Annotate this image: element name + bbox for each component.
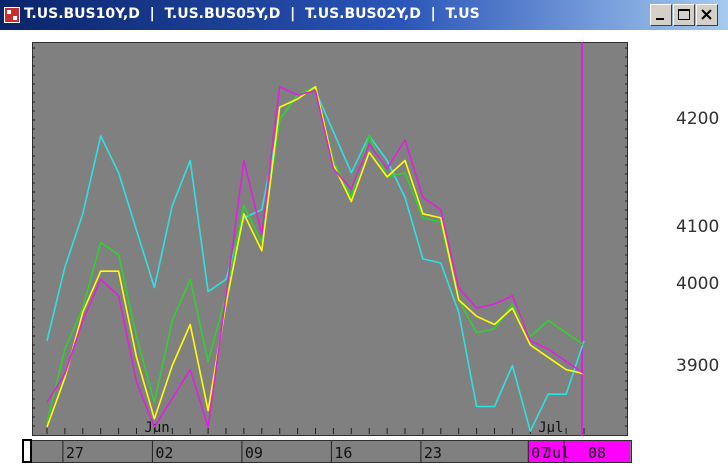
x-tick-label: 27	[66, 444, 84, 462]
month-label: Jul	[538, 420, 563, 436]
app-icon[interactable]	[4, 7, 20, 23]
y-tick-label-4100: 4100	[676, 217, 720, 237]
title-bar[interactable]: T.US.BUS10Y,D | T.US.BUS05Y,D | T.US.BUS…	[0, 0, 728, 30]
y-tick-label-4200: 4200	[676, 109, 720, 129]
close-button[interactable]	[696, 4, 718, 26]
minimize-icon	[656, 18, 664, 20]
y-tick-label-4000: 4000	[676, 274, 720, 294]
x-tick-label: 16	[334, 444, 352, 462]
month-label: Jun	[144, 420, 169, 436]
maximize-icon	[678, 9, 690, 20]
x-tick-label: 08	[588, 444, 606, 462]
maximize-button[interactable]	[673, 4, 695, 26]
scroll-start-marker[interactable]	[22, 439, 32, 463]
x-tick-label: 07	[531, 444, 549, 462]
y-tick-label-3900: 3900	[676, 356, 720, 376]
series-line	[46, 85, 585, 428]
x-tick-label: 02	[155, 444, 173, 462]
cursor-date-box	[528, 441, 630, 462]
series-line	[46, 85, 585, 428]
series-line	[46, 85, 585, 424]
window-title: T.US.BUS10Y,D | T.US.BUS05Y,D | T.US.BUS…	[24, 6, 480, 22]
minimize-button[interactable]	[650, 4, 672, 26]
close-icon	[701, 9, 712, 20]
cursor-month-label: Jul	[543, 444, 570, 462]
series-line	[46, 90, 585, 432]
plot-area[interactable]	[32, 42, 628, 436]
x-tick-label: 23	[424, 444, 442, 462]
x-tick-label: 09	[245, 444, 263, 462]
